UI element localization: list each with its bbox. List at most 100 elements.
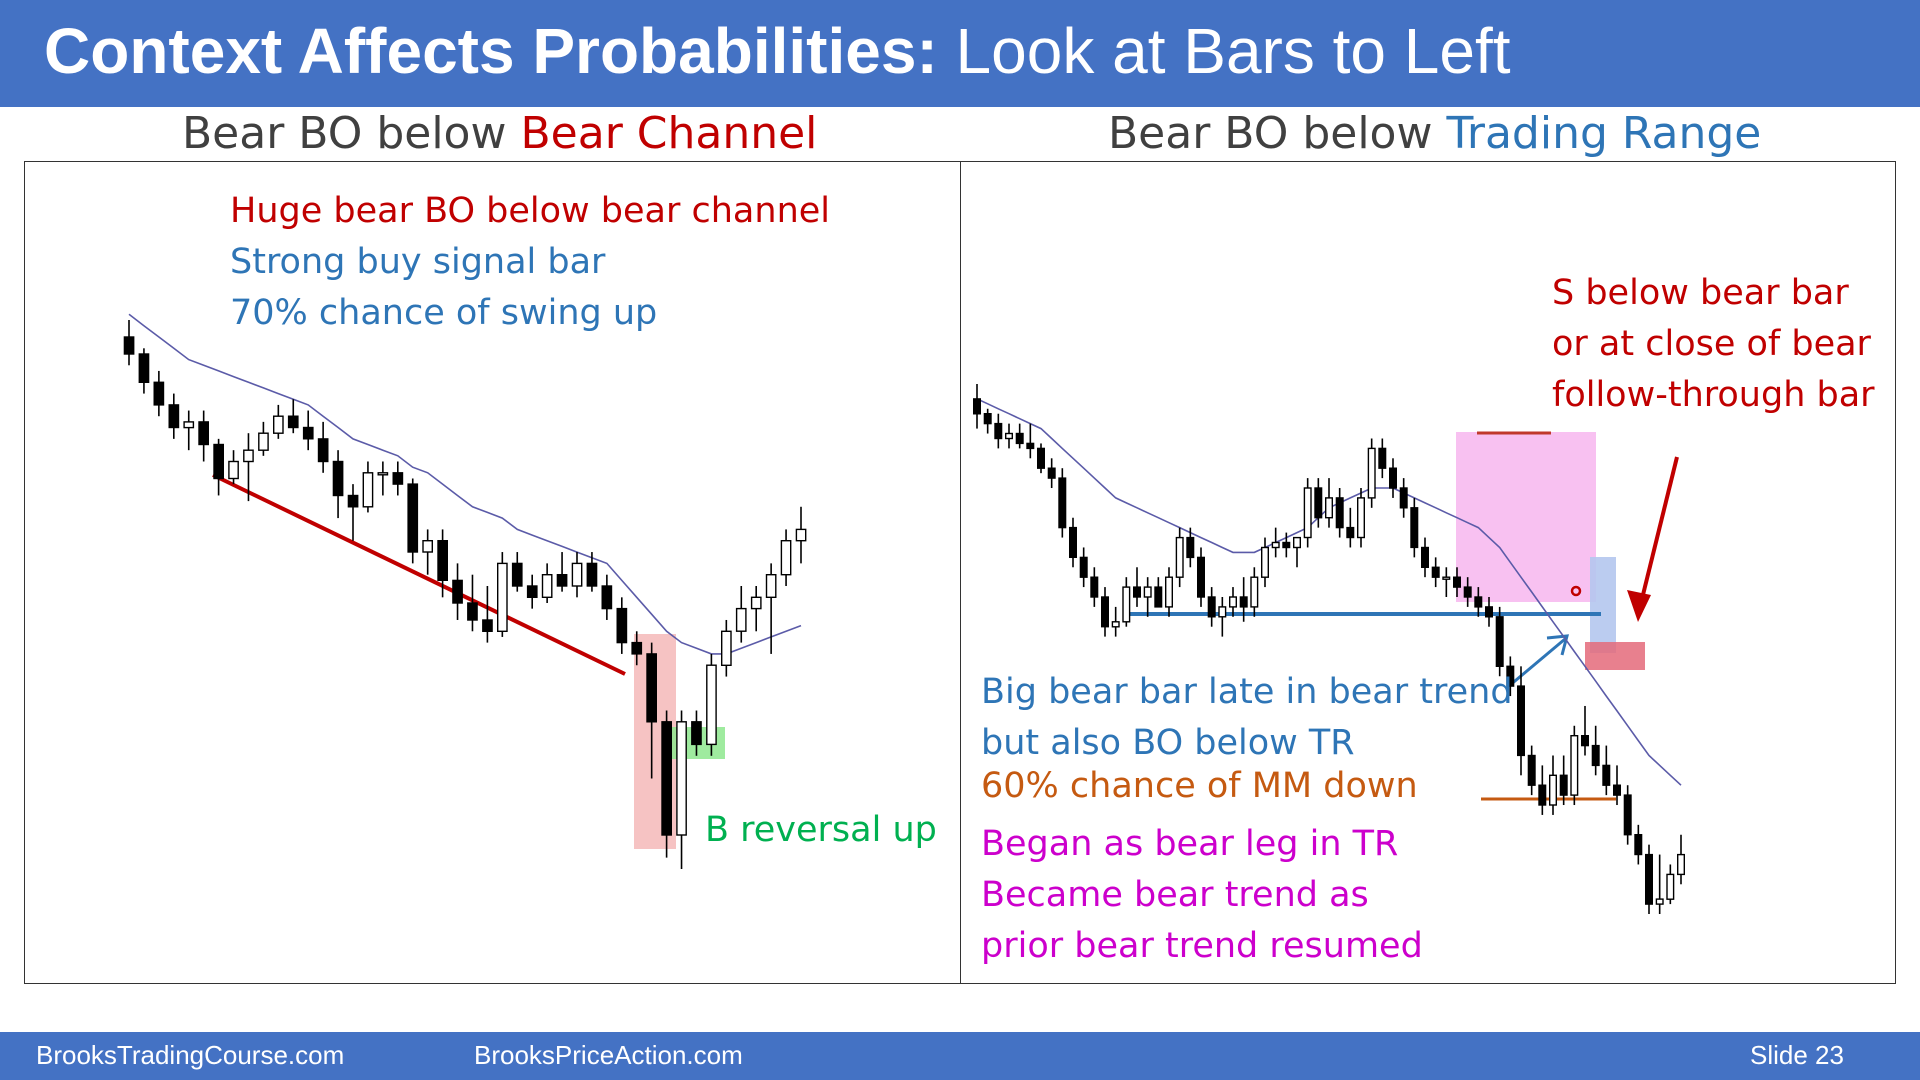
left-candle <box>601 574 613 620</box>
sell-note-2: or at close of bear <box>1552 324 1871 364</box>
right-candle <box>1453 567 1462 597</box>
right-candle <box>1346 507 1355 548</box>
right-candle <box>1357 488 1366 548</box>
right-candle <box>1623 785 1632 845</box>
right-candle <box>1122 577 1131 627</box>
right-candle <box>1261 537 1270 588</box>
right-candle <box>1527 745 1536 796</box>
left-candle <box>362 461 374 513</box>
right-candle <box>1100 587 1109 637</box>
red-arrow <box>1627 456 1679 622</box>
left-candle <box>706 653 717 756</box>
left-candle <box>526 574 538 609</box>
left-candle <box>646 642 658 779</box>
right-candle <box>1549 755 1558 815</box>
mm-note: 60% chance of MM down <box>981 766 1418 806</box>
right-candle <box>1111 606 1120 637</box>
right-candle <box>1154 577 1163 608</box>
blue-arrow <box>1508 634 1570 688</box>
left-candle <box>511 552 523 592</box>
left-candle <box>661 710 673 858</box>
right-candle <box>1079 547 1088 588</box>
follow-through-highlight <box>1585 642 1645 670</box>
title-bar: Context Affects Probabilities: Look at B… <box>0 0 1920 107</box>
right-heading-emphasis: Trading Range <box>1446 108 1762 159</box>
left-chart-panel: Huge bear BO below bear channel Strong b… <box>24 161 962 984</box>
slide-title-rest: Look at Bars to Left <box>955 15 1511 87</box>
left-candle <box>183 410 195 451</box>
left-candle <box>302 410 314 451</box>
left-candle <box>347 484 359 541</box>
right-chart-panel: S below bear bar or at close of bear fol… <box>960 161 1896 984</box>
left-candle <box>392 461 404 496</box>
left-candle <box>586 552 598 592</box>
right-candle <box>1282 532 1291 558</box>
right-candle <box>1634 824 1643 865</box>
right-candle <box>1047 458 1056 489</box>
left-ema-line <box>128 313 802 655</box>
right-candle <box>1207 587 1216 627</box>
left-candle <box>272 404 284 439</box>
sell-note-3: follow-through bar <box>1552 375 1875 415</box>
left-candle <box>735 586 747 643</box>
right-candle <box>1143 577 1152 617</box>
left-candle <box>153 370 165 417</box>
bigbar-note-1: Big bear bar late in bear trend <box>981 672 1513 712</box>
left-candle <box>571 552 583 598</box>
right-heading-prefix: Bear BO below <box>1108 108 1433 159</box>
left-note-3: 70% chance of swing up <box>230 293 658 333</box>
right-candle <box>1591 725 1600 776</box>
right-candle <box>1335 488 1344 538</box>
left-candle <box>691 710 702 756</box>
right-candle <box>1495 606 1504 677</box>
left-candle <box>243 433 254 502</box>
left-candle <box>317 421 329 473</box>
right-candle <box>1005 423 1014 449</box>
left-candle <box>721 619 732 677</box>
footer-site-2[interactable]: BrooksPriceAction.com <box>474 1040 743 1070</box>
footer-bar: BrooksTradingCourse.com BrooksPriceActio… <box>0 1032 1920 1080</box>
right-candle <box>994 413 1003 449</box>
footer-site-1[interactable]: BrooksTradingCourse.com <box>36 1040 345 1070</box>
left-candle <box>377 461 389 496</box>
right-candle <box>1325 478 1334 528</box>
left-candle <box>497 552 508 637</box>
right-candle <box>1314 478 1323 528</box>
right-candle <box>972 384 981 429</box>
left-candle <box>228 450 239 485</box>
slide-number: Slide 23 <box>1750 1040 1844 1070</box>
left-note-1: Huge bear BO below bear channel <box>230 191 831 231</box>
right-candle <box>983 408 992 434</box>
right-candle <box>1602 745 1611 796</box>
slide-title-bold: Context Affects Probabilities: <box>44 15 938 87</box>
left-candle <box>631 631 643 666</box>
right-candle <box>1378 438 1387 479</box>
right-candle <box>1250 567 1259 617</box>
left-candle <box>123 320 135 366</box>
left-candle <box>213 438 225 496</box>
leg-note-3: prior bear trend resumed <box>981 926 1423 966</box>
left-candle <box>676 710 687 869</box>
right-candle <box>1271 527 1280 558</box>
left-candle <box>467 574 478 632</box>
left-candle <box>138 348 150 394</box>
sell-note-1: S below bear bar <box>1552 273 1849 313</box>
sell-entry-marker <box>1570 585 1582 597</box>
left-candle <box>482 586 493 643</box>
left-candle <box>437 529 449 598</box>
right-chart <box>972 384 1686 914</box>
left-chart <box>123 313 807 869</box>
right-candle <box>1196 547 1205 607</box>
right-candle <box>1132 567 1141 607</box>
right-candle <box>1015 423 1024 449</box>
right-candle <box>1421 537 1430 578</box>
bear-leg-highlight <box>1456 432 1596 602</box>
right-candle <box>1239 577 1248 622</box>
left-heading: Bear BO below Bear Channel <box>182 108 817 159</box>
right-candle <box>1026 423 1035 459</box>
left-candle <box>541 563 553 603</box>
right-candle <box>1186 527 1195 568</box>
leg-note-1: Began as bear leg in TR <box>981 824 1399 864</box>
left-candle <box>750 586 762 632</box>
right-candle <box>1229 587 1238 617</box>
